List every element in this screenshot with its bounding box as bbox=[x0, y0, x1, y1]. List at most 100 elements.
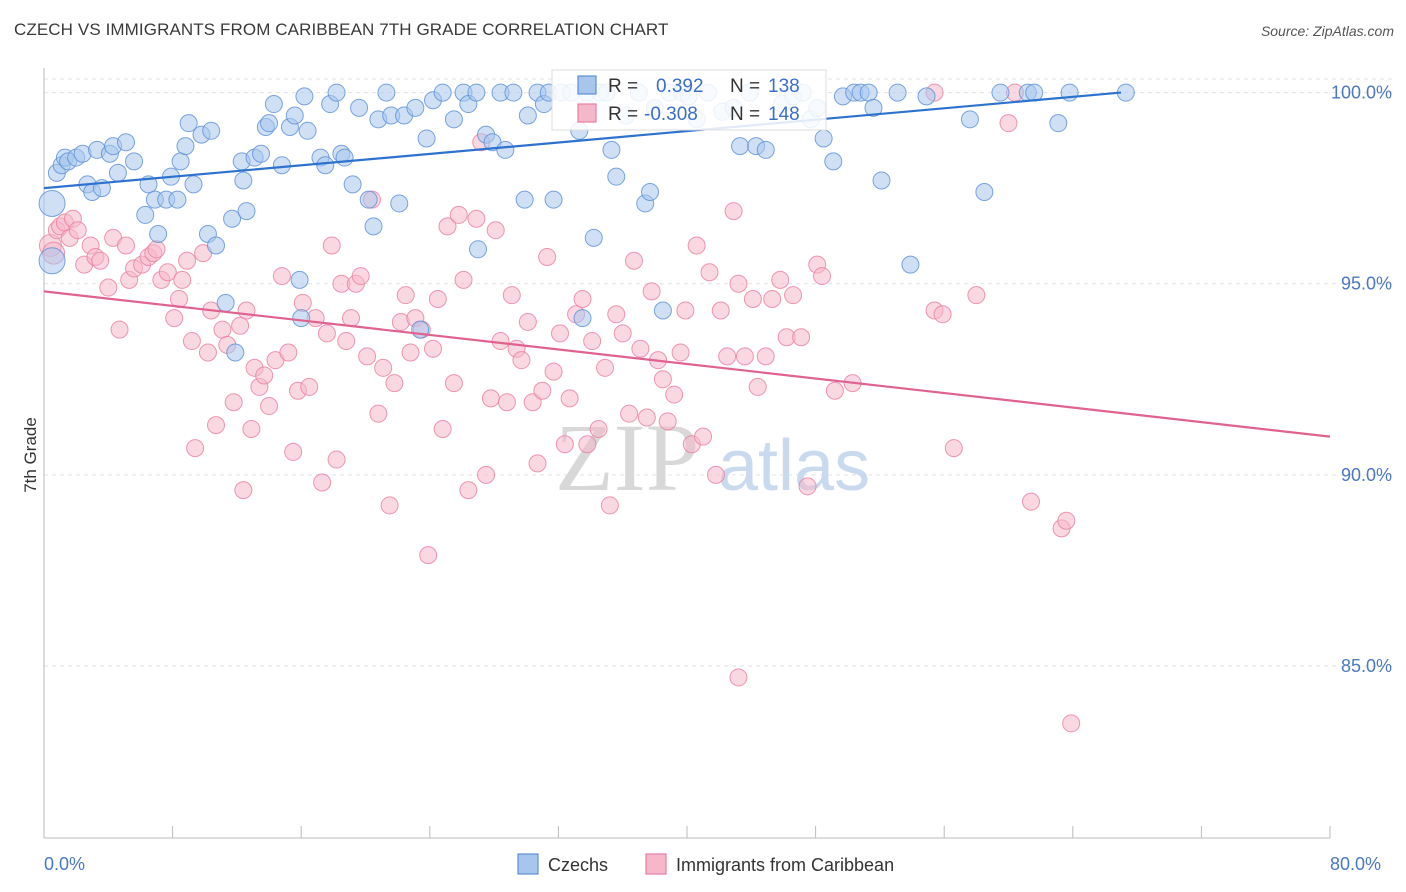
carib-point bbox=[573, 290, 592, 309]
czech-point bbox=[292, 309, 311, 328]
carib-point bbox=[613, 324, 632, 343]
carib-point bbox=[438, 217, 457, 236]
carib-point bbox=[551, 324, 570, 343]
czech-trend-line bbox=[43, 91, 1122, 190]
czech-point bbox=[327, 83, 346, 102]
carib-point bbox=[351, 267, 370, 286]
carib-point bbox=[207, 416, 226, 435]
czech-point bbox=[518, 106, 537, 125]
source-note: Source: ZipAtlas.com bbox=[1260, 23, 1394, 39]
czech-point bbox=[364, 217, 383, 236]
carib-point bbox=[449, 205, 468, 224]
carib-point bbox=[600, 496, 619, 515]
czech-point bbox=[584, 228, 603, 247]
carib-point bbox=[147, 240, 166, 259]
carib-point bbox=[718, 347, 737, 366]
czech-point bbox=[272, 156, 291, 175]
carib-point bbox=[533, 381, 552, 400]
czech-point bbox=[38, 189, 66, 217]
carib-point bbox=[700, 263, 719, 282]
carib-point bbox=[68, 221, 87, 240]
czech-point bbox=[573, 309, 592, 328]
carib-point bbox=[596, 358, 615, 377]
carib-point bbox=[358, 347, 377, 366]
carib-point bbox=[729, 274, 748, 293]
carib-points bbox=[38, 83, 1081, 733]
carib-point bbox=[116, 236, 135, 255]
carib-point bbox=[578, 435, 597, 454]
carib-point bbox=[380, 496, 399, 515]
stats-n-carib: 148 bbox=[768, 104, 800, 125]
czech-point bbox=[295, 87, 314, 106]
carib-point bbox=[234, 481, 253, 500]
carib-point bbox=[518, 312, 537, 331]
czech-point bbox=[814, 129, 833, 148]
czech-point bbox=[176, 137, 195, 156]
czech-point bbox=[216, 293, 235, 312]
legend: Czechs Immigrants from Caribbean bbox=[517, 853, 894, 875]
czech-point bbox=[641, 182, 660, 201]
czech-point bbox=[406, 98, 425, 117]
czech-point bbox=[975, 182, 994, 201]
carib-point bbox=[454, 270, 473, 289]
czech-point bbox=[872, 171, 891, 190]
carib-point bbox=[242, 419, 261, 438]
carib-point bbox=[255, 366, 274, 385]
carib-point bbox=[706, 465, 725, 484]
carib-point bbox=[419, 546, 438, 565]
stats-n-label-czech: N = bbox=[730, 76, 760, 97]
carib-point bbox=[589, 419, 608, 438]
czech-point bbox=[234, 171, 253, 190]
carib-point bbox=[583, 332, 602, 351]
carib-point bbox=[771, 270, 790, 289]
chart-title: CZECH VS IMMIGRANTS FROM CARIBBEAN 7TH G… bbox=[14, 20, 669, 39]
carib-point bbox=[665, 385, 684, 404]
carib-point bbox=[933, 305, 952, 324]
czech-point bbox=[290, 270, 309, 289]
carib-point bbox=[653, 370, 672, 389]
carib-point bbox=[497, 393, 516, 412]
czech-point bbox=[116, 133, 135, 152]
czech-point bbox=[859, 83, 878, 102]
carib-point bbox=[658, 412, 677, 431]
carib-point bbox=[158, 263, 177, 282]
czech-point bbox=[607, 167, 626, 186]
czech-point bbox=[901, 255, 920, 274]
carib-point bbox=[671, 343, 690, 362]
czech-point bbox=[136, 205, 155, 224]
legend-label-carib: Immigrants from Caribbean bbox=[676, 855, 894, 875]
czech-point bbox=[38, 247, 66, 275]
czech-point bbox=[991, 83, 1010, 102]
czech-point bbox=[544, 190, 563, 209]
stats-r-label-czech: R = bbox=[608, 76, 638, 97]
carib-point bbox=[620, 404, 639, 423]
carib-point bbox=[624, 251, 643, 270]
carib-point bbox=[284, 442, 303, 461]
czech-point bbox=[350, 98, 369, 117]
carib-point bbox=[798, 477, 817, 496]
czech-point bbox=[285, 106, 304, 125]
carib-point bbox=[322, 236, 341, 255]
czech-point bbox=[515, 190, 534, 209]
carib-point bbox=[99, 278, 118, 297]
czech-point bbox=[252, 144, 271, 163]
czech-point bbox=[335, 148, 354, 167]
carib-point bbox=[424, 339, 443, 358]
carib-point bbox=[743, 290, 762, 309]
czech-point bbox=[504, 83, 523, 102]
carib-point bbox=[401, 343, 420, 362]
carib-trend-line bbox=[43, 290, 1331, 438]
carib-point bbox=[224, 393, 243, 412]
trend-lines bbox=[43, 91, 1331, 438]
carib-point bbox=[313, 473, 332, 492]
carib-point bbox=[528, 454, 547, 473]
carib-point bbox=[607, 305, 626, 324]
czech-point bbox=[496, 140, 515, 159]
legend-swatch-carib bbox=[645, 853, 667, 875]
czech-point bbox=[653, 301, 672, 320]
czech-point bbox=[1025, 83, 1044, 102]
carib-point bbox=[967, 286, 986, 305]
carib-point bbox=[293, 293, 312, 312]
y-tick-label: 95.0% bbox=[1341, 274, 1392, 294]
carib-point bbox=[813, 267, 832, 286]
